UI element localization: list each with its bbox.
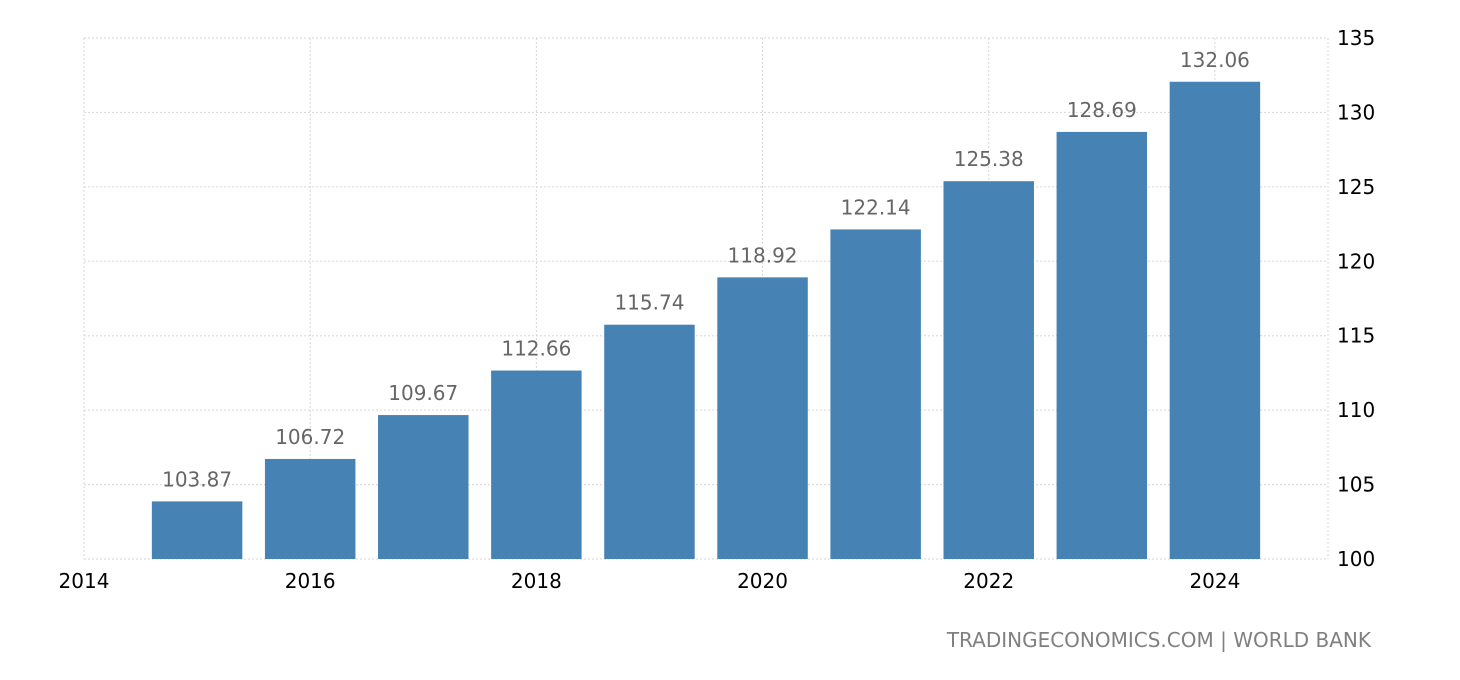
y-axis: 100 105 110 115 120 125 130 135 xyxy=(1337,26,1375,571)
data-labels: 103.87 106.72 109.67 112.66 115.74 118.92 122.… xyxy=(162,48,1250,492)
source-attribution: TRADINGECONOMICS.COM | WORLD BANK xyxy=(946,628,1371,652)
bar-2021 xyxy=(830,229,921,559)
bar-2016 xyxy=(264,458,356,559)
data-label-2017: 109.67 xyxy=(388,381,458,405)
x-tick-label: 2018 xyxy=(511,569,562,593)
x-tick-label: 2014 xyxy=(59,569,110,593)
x-axis: 2014 2016 2018 2020 2022 2024 xyxy=(59,569,1241,593)
bar-2019 xyxy=(604,324,695,559)
y-tick-label: 110 xyxy=(1337,398,1375,422)
data-label-2019: 115.74 xyxy=(614,291,684,315)
y-tick-label: 100 xyxy=(1337,547,1375,571)
bar-2023 xyxy=(1056,131,1148,559)
x-tick-label: 2016 xyxy=(285,569,336,593)
y-tick-label: 130 xyxy=(1337,100,1375,124)
y-tick-label: 105 xyxy=(1337,473,1375,497)
data-label-2018: 112.66 xyxy=(501,337,571,361)
y-tick-label: 135 xyxy=(1337,26,1375,50)
bar-2020 xyxy=(717,277,808,559)
y-tick-label: 115 xyxy=(1337,324,1375,348)
bar-2024 xyxy=(1169,81,1261,559)
data-label-2015: 103.87 xyxy=(162,467,232,491)
y-tick-label: 125 xyxy=(1337,175,1375,199)
data-label-2021: 122.14 xyxy=(841,195,911,219)
bar-2017 xyxy=(378,415,469,559)
data-label-2020: 118.92 xyxy=(728,243,798,267)
bar-2015 xyxy=(151,501,243,559)
bar-2018 xyxy=(491,370,582,559)
bar-2022 xyxy=(943,181,1034,560)
data-label-2022: 125.38 xyxy=(954,147,1024,171)
data-label-2024: 132.06 xyxy=(1180,48,1250,72)
data-label-2016: 106.72 xyxy=(275,425,345,449)
x-tick-label: 2022 xyxy=(963,569,1014,593)
y-tick-label: 120 xyxy=(1337,249,1375,273)
x-tick-label: 2024 xyxy=(1189,569,1240,593)
x-tick-label: 2020 xyxy=(737,569,788,593)
bars xyxy=(151,81,1261,560)
data-label-2023: 128.69 xyxy=(1067,98,1137,122)
